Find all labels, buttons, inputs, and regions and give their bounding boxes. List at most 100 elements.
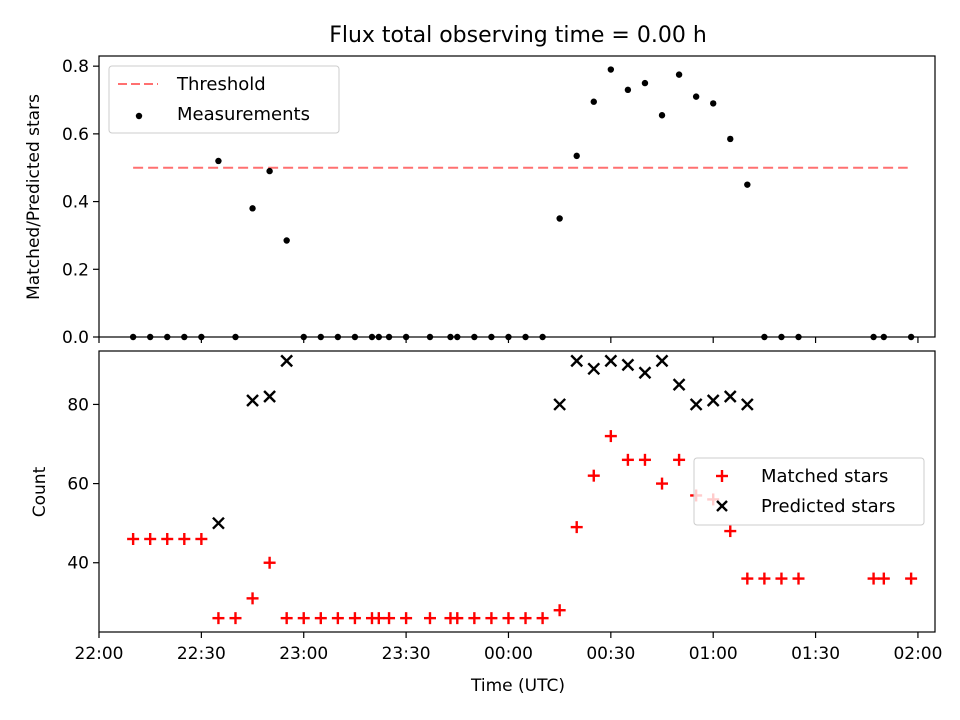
measurement-point [744, 181, 751, 188]
measurement-point [556, 215, 563, 222]
matched-star-marker [161, 532, 174, 545]
matched-star-marker [570, 521, 583, 534]
top-y-tick-label: 0.0 [62, 328, 89, 348]
predicted-star-marker [689, 398, 703, 411]
measurement-point [692, 93, 700, 100]
measurement-point [658, 112, 666, 119]
measurement-point [607, 66, 615, 73]
predicted-star-marker [706, 394, 720, 407]
measurement-point [761, 333, 768, 341]
measurement-point [505, 333, 512, 341]
measurement-point [164, 333, 171, 341]
measurement-point [266, 167, 273, 175]
measurement-point [641, 79, 649, 87]
predicted-star-marker [280, 354, 294, 368]
measurement-point [402, 333, 410, 341]
predicted-star-marker-b [655, 354, 669, 368]
matched-star-marker [400, 612, 413, 625]
matched-star-marker [423, 612, 436, 625]
x-tick-label: 02:00 [893, 644, 942, 664]
measurement-point [488, 333, 495, 341]
matched-star-marker [741, 572, 754, 585]
measurement-point [710, 100, 717, 107]
measurement-point [522, 333, 529, 341]
matched-star-marker [314, 612, 327, 625]
measurement-point [351, 333, 359, 341]
measurement-point [795, 333, 802, 341]
legend-measurements-label: Measurements [177, 104, 310, 125]
predicted-star-marker-b [672, 378, 686, 391]
predicted-star-marker [672, 378, 686, 391]
matched-star-marker [519, 612, 532, 625]
top-y-tick-label: 0.8 [62, 57, 89, 77]
predicted-star-marker-b [280, 354, 294, 368]
matched-star-marker [331, 612, 344, 625]
predicted-star-marker [621, 358, 635, 372]
bottom-plot-frame [98, 350, 936, 633]
matched-star-marker [724, 525, 737, 538]
predicted-star-marker-b [621, 358, 635, 372]
legend-matched-label: Matched stars [761, 466, 888, 487]
matched-star-marker [348, 612, 361, 625]
matched-star-marker [536, 612, 549, 625]
predicted-star-marker [723, 390, 737, 403]
matched-star-marker [502, 612, 515, 625]
measurement-point [215, 157, 222, 165]
legend-matched-swatch [716, 470, 728, 482]
matched-star-marker [792, 572, 805, 585]
matched-star-marker [656, 477, 669, 490]
predicted-star-marker-b [263, 390, 276, 403]
legend-predicted-label: Predicted stars [761, 496, 895, 517]
matched-star-marker [775, 572, 788, 585]
x-axis-label: Time (UTC) [470, 676, 565, 696]
measurement-point [471, 333, 478, 341]
measurement-point [146, 333, 154, 341]
predicted-star-marker [604, 354, 618, 368]
bottom-y-ticks: 40 60 80 [67, 395, 99, 574]
x-tick-label: 23:00 [279, 644, 328, 664]
top-y-tick-label: 0.6 [62, 125, 89, 145]
bottom-legend: Matched stars Predicted stars [693, 457, 925, 526]
measurement-point [368, 333, 376, 341]
predicted-star-marker [263, 390, 276, 403]
measurement-point [334, 333, 342, 341]
matched-star-marker [280, 612, 293, 625]
top-y-tick-label: 0.4 [62, 193, 89, 213]
x-tick-label: 22:30 [177, 644, 226, 664]
matched-star-marker [246, 592, 259, 605]
measurement-point [300, 333, 307, 341]
measurement-point [385, 333, 393, 341]
measurement-point [675, 71, 683, 78]
predicted-star-marker-b [740, 398, 754, 411]
measurement-point [870, 333, 877, 341]
matched-star-marker [212, 612, 225, 625]
predicted-star-marker-b [553, 398, 567, 411]
bottom-y-tick-label: 80 [67, 395, 89, 415]
matched-star-marker [621, 453, 634, 466]
measurement-point [590, 98, 597, 105]
predicted-star-marker [570, 354, 584, 368]
matched-star-marker [905, 572, 918, 585]
matched-star-marker [383, 612, 396, 625]
matched-star-marker [673, 453, 686, 466]
matched-star-marker [468, 612, 481, 625]
top-y-ticks: 0.0 0.2 0.4 0.6 0.8 [62, 57, 99, 348]
predicted-star-marker [638, 366, 652, 380]
predicted-star-marker [246, 394, 259, 407]
legend-threshold-label: Threshold [176, 74, 266, 95]
bottom-panel: 40 60 80 22:00 22:30 23:00 23:30 00:00 00:30 01:… [30, 350, 942, 696]
top-plot-frame [98, 55, 936, 338]
predicted-star-marker-b [246, 394, 259, 407]
measurement-point [539, 333, 546, 341]
predicted-star-marker [212, 516, 225, 530]
top-y-axis-label: Matched/Predicted stars [24, 94, 44, 300]
measurement-point [317, 333, 324, 341]
matched-star-marker [758, 572, 771, 585]
measurement-point [454, 333, 461, 341]
matched-star-marker [297, 612, 310, 625]
top-y-tick-label: 0.2 [62, 260, 89, 280]
measurement-point [426, 333, 434, 341]
bottom-x-ticks: 22:00 22:30 23:00 23:30 00:00 00:30 01:00 01:30… [75, 632, 942, 664]
measurement-point [778, 333, 785, 341]
